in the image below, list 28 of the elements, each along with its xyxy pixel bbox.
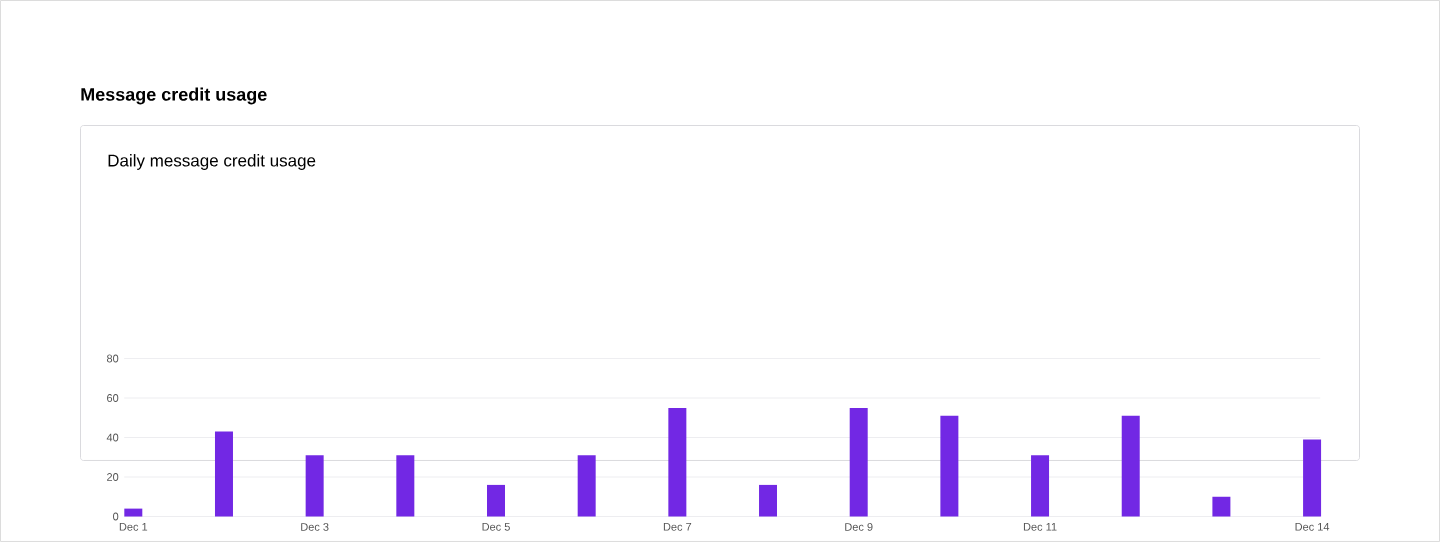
bar [305,455,324,517]
bar [124,508,143,517]
bar [668,407,687,517]
bar [1121,415,1140,517]
chart-title: Message credit usage [81,87,267,105]
x-tick-label: Dec 5 [482,523,510,531]
y-tick-label: 40 [106,433,119,442]
x-tick-label: Dec 9 [845,523,873,531]
bar [849,407,868,517]
x-tick-label: Dec 14 [1295,523,1330,531]
bar [1031,455,1050,517]
bar [759,484,778,517]
bar [1303,439,1322,517]
x-tick-label: Dec 3 [301,523,329,531]
bar [940,415,959,517]
y-tick-label: 80 [106,354,119,363]
x-tick-label: Dec 1 [119,523,148,531]
y-tick-label: 20 [107,473,119,481]
bar [577,455,596,517]
x-tick-label: Dec 11 [1023,523,1057,531]
y-tick-label: 0 [113,512,119,521]
bar [396,455,415,517]
x-tick-label: Dec 7 [663,523,692,531]
chart-subtitle: Daily message credit usage [108,154,316,170]
y-tick-label: 60 [107,394,119,402]
bar [487,484,505,517]
bar [1212,496,1231,517]
bar [214,431,233,517]
